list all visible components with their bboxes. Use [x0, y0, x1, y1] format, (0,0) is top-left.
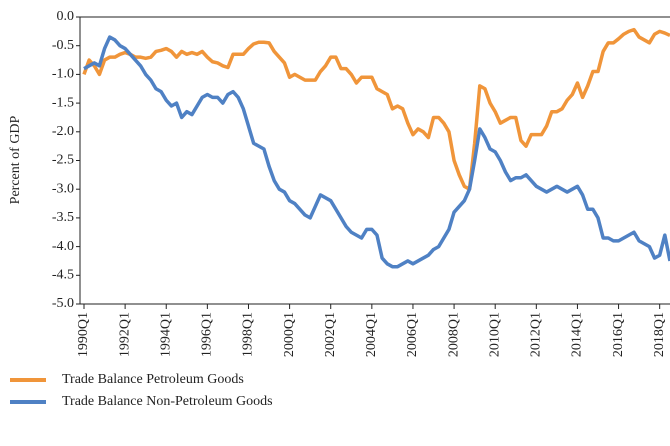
x-tick-label: 2012Q1: [529, 312, 544, 357]
y-tick-label: -2.5: [52, 153, 74, 168]
legend-label: Trade Balance Petroleum Goods: [62, 372, 244, 387]
x-tick-label: 2010Q1: [487, 312, 502, 357]
x-tick-label: 2016Q1: [611, 312, 626, 357]
x-tick-label: 1990Q1: [76, 312, 91, 357]
y-axis-label: Percent of GDP: [8, 115, 23, 204]
y-tick-label: 0.0: [57, 9, 75, 24]
y-tick-label: -4.0: [52, 239, 74, 254]
series-line: [82, 27, 670, 191]
y-tick-label: -3.5: [52, 210, 74, 225]
x-tick-label: 2018Q1: [652, 312, 667, 357]
plot-frame: [79, 16, 670, 305]
x-tick-label: 2014Q1: [570, 312, 585, 357]
x-tick-label: 2002Q1: [323, 312, 338, 357]
x-tick-label: 2008Q1: [446, 312, 461, 357]
x-tick-label: 1998Q1: [241, 312, 256, 357]
x-tick-label: 2006Q1: [405, 312, 420, 357]
x-tick-label: 1994Q1: [158, 312, 173, 357]
y-tick-label: -3.0: [52, 181, 74, 196]
y-tick-label: -2.0: [52, 124, 74, 139]
y-tick-label: -0.5: [52, 38, 74, 53]
y-tick-label: -1.5: [52, 95, 74, 110]
series-line: [83, 35, 670, 269]
y-tick-label: -5.0: [52, 296, 74, 311]
x-tick-label: 2000Q1: [282, 312, 297, 357]
y-tick-label: -1.0: [52, 67, 74, 82]
legend-label: Trade Balance Non-Petroleum Goods: [62, 394, 273, 409]
x-tick-label: 2004Q1: [364, 312, 379, 357]
y-tick-label: -4.5: [52, 268, 74, 283]
x-tick-label: 1996Q1: [200, 312, 215, 357]
x-tick-label: 1992Q1: [117, 312, 132, 357]
